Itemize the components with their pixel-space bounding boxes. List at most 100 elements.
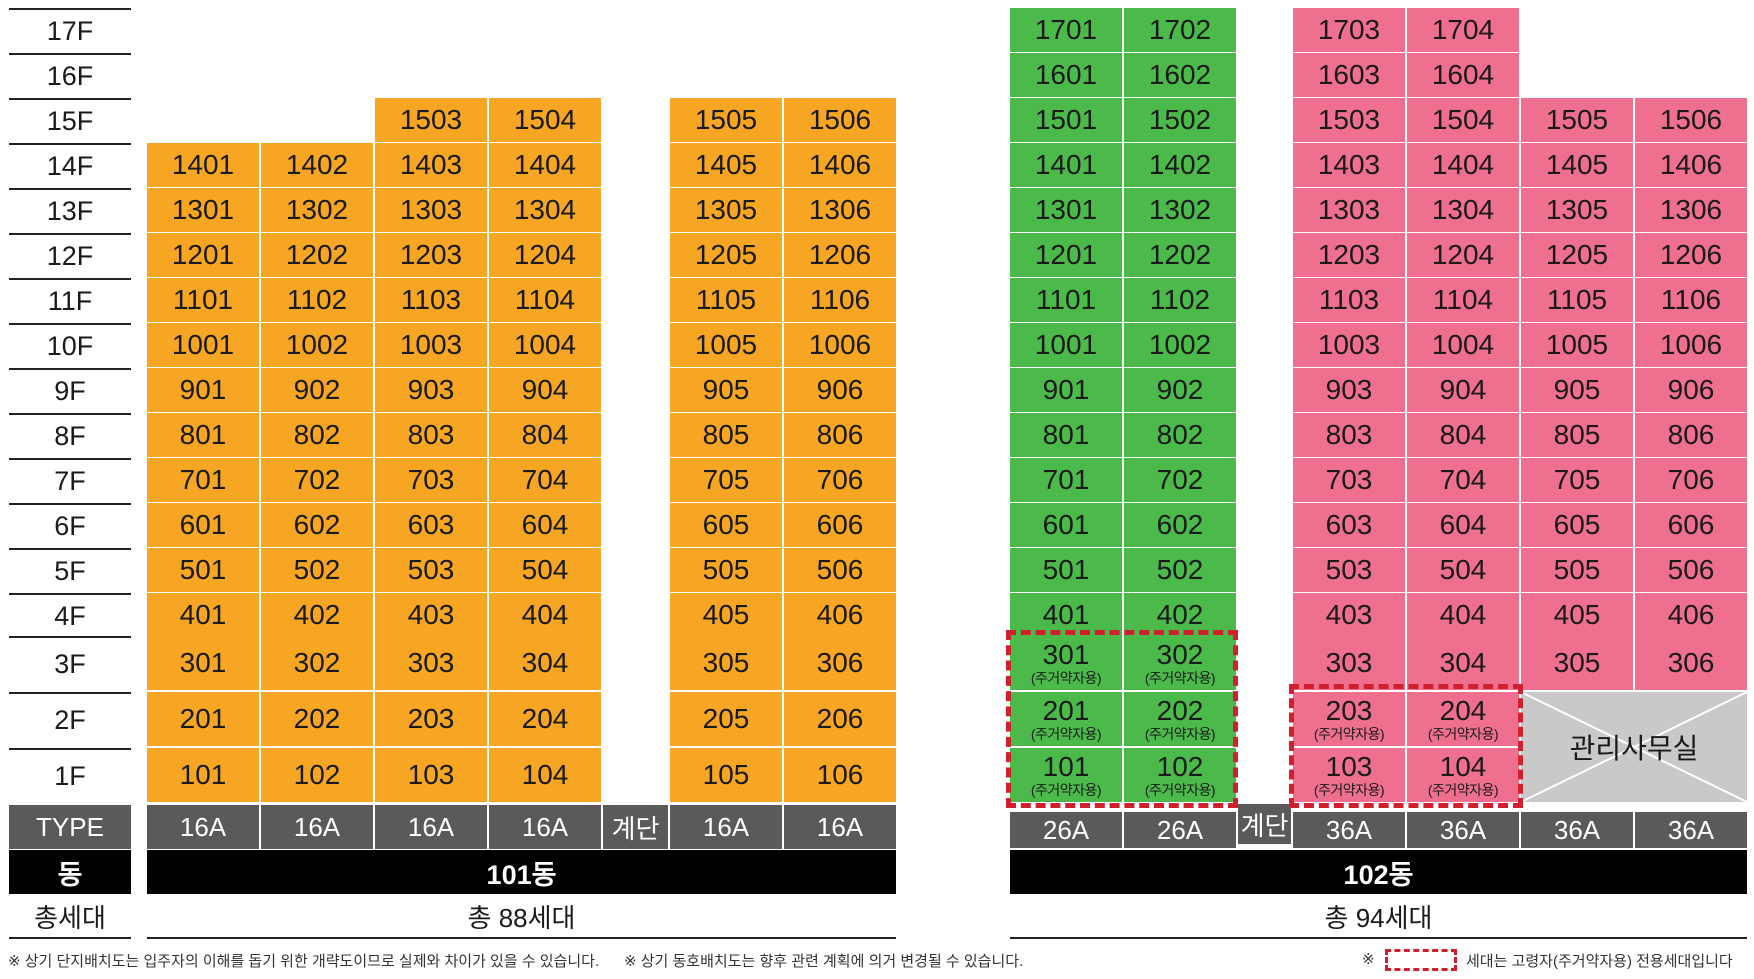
unit-cell[interactable]: 1503 bbox=[375, 98, 487, 142]
unit-cell[interactable]: 1402 bbox=[1124, 143, 1236, 187]
unit-cell[interactable]: 203 bbox=[375, 692, 487, 746]
unit-cell[interactable]: 606 bbox=[784, 503, 896, 547]
unit-cell[interactable]: 401 bbox=[147, 593, 259, 637]
unit-cell[interactable]: 1201 bbox=[1010, 233, 1122, 277]
unit-cell[interactable]: 103 bbox=[375, 748, 487, 802]
unit-cell[interactable]: 801 bbox=[147, 413, 259, 457]
unit-cell[interactable]: 506 bbox=[1635, 548, 1747, 592]
unit-cell[interactable]: 702 bbox=[261, 458, 373, 502]
unit-cell[interactable]: 1303 bbox=[375, 188, 487, 232]
unit-cell[interactable]: 1703 bbox=[1293, 8, 1405, 52]
unit-cell[interactable]: 303 bbox=[375, 636, 487, 690]
unit-cell[interactable]: 1004 bbox=[489, 323, 601, 367]
unit-cell[interactable]: 1406 bbox=[784, 143, 896, 187]
unit-cell[interactable]: 302 bbox=[261, 636, 373, 690]
unit-cell[interactable]: 1002 bbox=[261, 323, 373, 367]
unit-cell[interactable]: 401 bbox=[1010, 593, 1122, 637]
unit-cell[interactable]: 804 bbox=[1407, 413, 1519, 457]
unit-cell[interactable]: 406 bbox=[1635, 593, 1747, 637]
unit-cell[interactable]: 201 (주거약자용) bbox=[1010, 692, 1122, 746]
unit-cell[interactable]: 1501 bbox=[1010, 98, 1122, 142]
unit-cell[interactable]: 706 bbox=[1635, 458, 1747, 502]
unit-cell[interactable]: 303 bbox=[1293, 636, 1405, 690]
unit-cell[interactable]: 603 bbox=[1293, 503, 1405, 547]
unit-cell[interactable]: 802 bbox=[1124, 413, 1236, 457]
unit-cell[interactable]: 701 bbox=[147, 458, 259, 502]
unit-cell[interactable]: 102 (주거약자용) bbox=[1124, 748, 1236, 802]
unit-cell[interactable]: 1603 bbox=[1293, 53, 1405, 97]
unit-cell[interactable]: 701 bbox=[1010, 458, 1122, 502]
unit-cell[interactable]: 405 bbox=[670, 593, 782, 637]
unit-cell[interactable]: 406 bbox=[784, 593, 896, 637]
unit-cell[interactable]: 603 bbox=[375, 503, 487, 547]
unit-cell[interactable]: 1106 bbox=[784, 278, 896, 322]
unit-cell[interactable]: 105 bbox=[670, 748, 782, 802]
unit-cell[interactable]: 902 bbox=[1124, 368, 1236, 412]
unit-cell[interactable]: 904 bbox=[1407, 368, 1519, 412]
unit-cell[interactable]: 1701 bbox=[1010, 8, 1122, 52]
unit-cell[interactable]: 502 bbox=[1124, 548, 1236, 592]
unit-cell[interactable]: 1504 bbox=[489, 98, 601, 142]
unit-cell[interactable]: 604 bbox=[1407, 503, 1519, 547]
unit-cell[interactable]: 806 bbox=[1635, 413, 1747, 457]
unit-cell[interactable]: 1302 bbox=[1124, 188, 1236, 232]
unit-cell[interactable]: 1404 bbox=[1407, 143, 1519, 187]
unit-cell[interactable]: 505 bbox=[1521, 548, 1633, 592]
unit-cell[interactable]: 1103 bbox=[375, 278, 487, 322]
unit-cell[interactable]: 504 bbox=[489, 548, 601, 592]
unit-cell[interactable]: 101 (주거약자용) bbox=[1010, 748, 1122, 802]
unit-cell[interactable]: 1005 bbox=[1521, 323, 1633, 367]
unit-cell[interactable]: 1006 bbox=[1635, 323, 1747, 367]
unit-cell[interactable]: 1201 bbox=[147, 233, 259, 277]
unit-cell[interactable]: 901 bbox=[147, 368, 259, 412]
unit-cell[interactable]: 705 bbox=[1521, 458, 1633, 502]
unit-cell[interactable]: 206 bbox=[784, 692, 896, 746]
unit-cell[interactable]: 103 (주거약자용) bbox=[1293, 748, 1405, 802]
unit-cell[interactable]: 803 bbox=[1293, 413, 1405, 457]
unit-cell[interactable]: 1303 bbox=[1293, 188, 1405, 232]
unit-cell[interactable]: 906 bbox=[784, 368, 896, 412]
unit-cell[interactable]: 102 bbox=[261, 748, 373, 802]
unit-cell[interactable]: 904 bbox=[489, 368, 601, 412]
unit-cell[interactable]: 204 (주거약자용) bbox=[1407, 692, 1519, 746]
unit-cell[interactable]: 1105 bbox=[670, 278, 782, 322]
unit-cell[interactable]: 402 bbox=[1124, 593, 1236, 637]
unit-cell[interactable]: 706 bbox=[784, 458, 896, 502]
unit-cell[interactable]: 804 bbox=[489, 413, 601, 457]
unit-cell[interactable]: 1304 bbox=[489, 188, 601, 232]
unit-cell[interactable]: 1702 bbox=[1124, 8, 1236, 52]
unit-cell[interactable]: 1301 bbox=[147, 188, 259, 232]
unit-cell[interactable]: 805 bbox=[1521, 413, 1633, 457]
unit-cell[interactable]: 606 bbox=[1635, 503, 1747, 547]
unit-cell[interactable]: 1205 bbox=[1521, 233, 1633, 277]
unit-cell[interactable]: 1101 bbox=[147, 278, 259, 322]
unit-cell[interactable]: 1206 bbox=[784, 233, 896, 277]
unit-cell[interactable]: 1106 bbox=[1635, 278, 1747, 322]
unit-cell[interactable]: 703 bbox=[1293, 458, 1405, 502]
unit-cell[interactable]: 605 bbox=[670, 503, 782, 547]
unit-cell[interactable]: 903 bbox=[1293, 368, 1405, 412]
unit-cell[interactable]: 805 bbox=[670, 413, 782, 457]
unit-cell[interactable]: 1302 bbox=[261, 188, 373, 232]
unit-cell[interactable]: 1004 bbox=[1407, 323, 1519, 367]
unit-cell[interactable]: 203 (주거약자용) bbox=[1293, 692, 1405, 746]
unit-cell[interactable]: 101 bbox=[147, 748, 259, 802]
unit-cell[interactable]: 1102 bbox=[1124, 278, 1236, 322]
unit-cell[interactable]: 1506 bbox=[1635, 98, 1747, 142]
unit-cell[interactable]: 704 bbox=[1407, 458, 1519, 502]
unit-cell[interactable]: 1205 bbox=[670, 233, 782, 277]
unit-cell[interactable]: 1006 bbox=[784, 323, 896, 367]
unit-cell[interactable]: 501 bbox=[147, 548, 259, 592]
unit-cell[interactable]: 1505 bbox=[1521, 98, 1633, 142]
unit-cell[interactable]: 504 bbox=[1407, 548, 1519, 592]
unit-cell[interactable]: 1502 bbox=[1124, 98, 1236, 142]
unit-cell[interactable]: 1003 bbox=[1293, 323, 1405, 367]
unit-cell[interactable]: 305 bbox=[670, 636, 782, 690]
unit-cell[interactable]: 1406 bbox=[1635, 143, 1747, 187]
unit-cell[interactable]: 1202 bbox=[1124, 233, 1236, 277]
unit-cell[interactable]: 902 bbox=[261, 368, 373, 412]
unit-cell[interactable]: 1306 bbox=[784, 188, 896, 232]
unit-cell[interactable]: 1604 bbox=[1407, 53, 1519, 97]
unit-cell[interactable]: 702 bbox=[1124, 458, 1236, 502]
unit-cell[interactable]: 1001 bbox=[147, 323, 259, 367]
